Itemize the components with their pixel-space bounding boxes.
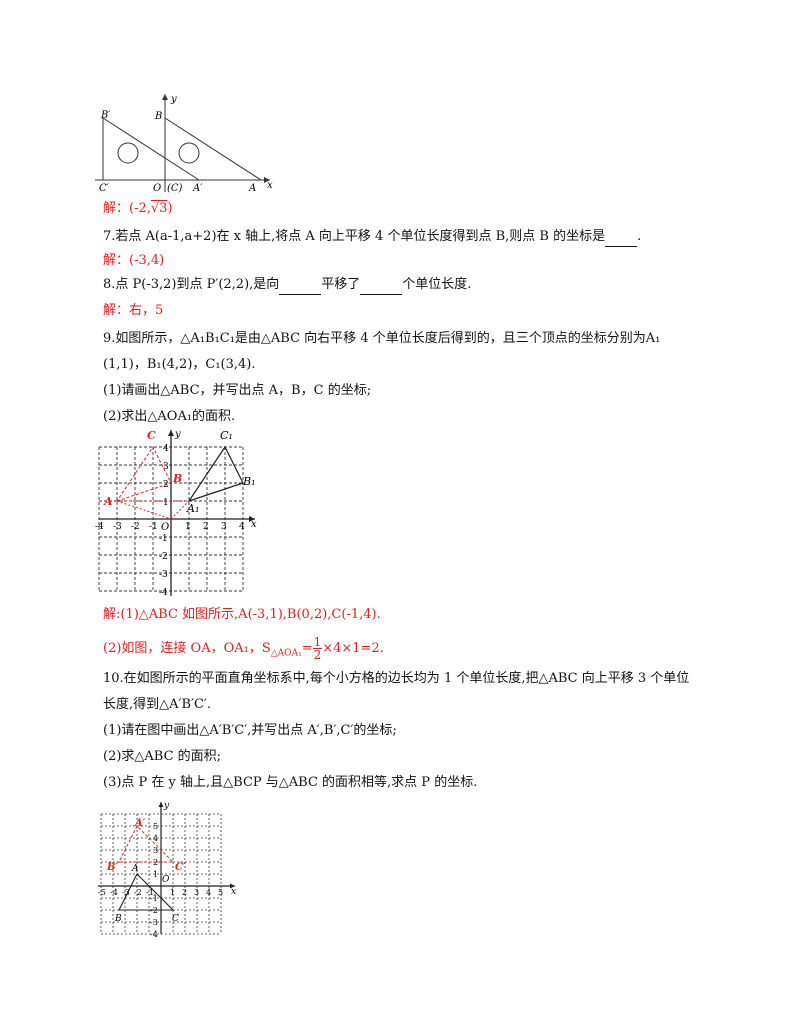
question-10-sub3: (3)点 P 在 y 轴上,且△BCP 与△ABC 的面积相等,求点 P 的坐标… [103, 775, 478, 790]
answer-9-line2: (2)如图，连接 OA，OA₁，S△AOA₁= 1 2 ×4×1=2. [103, 635, 384, 662]
y-tick-label: -3 [159, 570, 168, 580]
question-9-sub2: (2)求出△AOA₁的面积. [103, 409, 236, 424]
x-tick-label: 2 [203, 522, 209, 532]
question-8: 8.点 P(-3,2)到点 P′(2,2),是向 平移了 个单位长度. [103, 276, 471, 295]
question-9-line2: (1,1)，B₁(4,2)，C₁(3,4). [103, 357, 256, 372]
x-tick-label: -4 [110, 888, 118, 897]
label-b: B [172, 472, 182, 485]
label-a: A [103, 495, 113, 508]
y-tick-label: -4 [159, 588, 168, 598]
x-tick-label: -2 [134, 888, 142, 897]
y-tick-label: -2 [159, 552, 168, 562]
blank [279, 276, 322, 295]
x-tick-label: 3 [221, 522, 227, 532]
sqrt-value: √3 [150, 201, 168, 216]
coordinate-grid-9: C C₁ y B B₁ A A₁ O x -4 -3 -2 -1 1 2 3 4 4 3 2 1 -1… [95, 429, 257, 598]
answer-close: ) [167, 201, 173, 216]
answer-prefix: 解： [103, 201, 130, 216]
label-a-prime: A′ [192, 183, 203, 193]
label-c1: C₁ [220, 429, 233, 442]
y-tick-label: -1 [150, 894, 158, 903]
answer-6: 解：(-2,√3) [103, 200, 173, 218]
y-tick-label: 5 [153, 822, 158, 831]
label-c: C [172, 914, 179, 924]
x-tick-label: 1 [185, 522, 191, 532]
x-tick-label: -2 [131, 522, 140, 532]
question-9-sub1: (1)请画出△ABC，并写出点 A，B，C 的坐标; [103, 383, 372, 398]
label-c: (C) [167, 183, 183, 193]
label-o: O [162, 875, 170, 885]
label-x: x [251, 519, 257, 530]
question-10-line2: 长度,得到△A′B′C′. [103, 697, 212, 712]
label-c-prime: C′ [99, 183, 110, 193]
x-tick-label: -3 [122, 888, 130, 897]
question-7: 7.若点 A(a-1,a+2)在 x 轴上,将点 A 向上平移 4 个单位长度得… [103, 228, 641, 247]
x-tick-label: -3 [113, 522, 122, 532]
y-tick-label: -1 [159, 534, 168, 544]
label-o: O [161, 522, 169, 533]
y-tick-label: -4 [150, 930, 158, 938]
x-tick-label: 1 [170, 888, 175, 897]
label-c: C [147, 429, 156, 442]
label-a1: A₁ [186, 502, 199, 515]
label-y: y [170, 94, 177, 105]
answer-9-line1: 解:(1)△ABC 如图所示,A(-3,1),B(0,2),C(-1,4). [103, 607, 381, 622]
label-b-prime: B′ [100, 110, 111, 121]
y-tick-label: 3 [163, 462, 169, 472]
x-tick-label: 4 [206, 888, 211, 897]
label-a-prime: A′ [134, 818, 146, 829]
x-tick-label: -4 [95, 522, 104, 532]
blank [605, 228, 638, 247]
label-o: O [153, 183, 161, 193]
y-tick-label: 4 [163, 444, 169, 454]
x-tick-label: -5 [98, 888, 106, 897]
answer-7: 解：(-3,4) [103, 253, 165, 268]
y-tick-label: 2 [153, 858, 158, 867]
x-tick-label: -1 [149, 522, 158, 532]
y-tick-label: 2 [163, 480, 169, 490]
y-tick-label: 1 [163, 498, 169, 508]
label-b1: B₁ [242, 475, 256, 488]
answer-8: 解：右，5 [103, 303, 164, 318]
label-b: B [114, 914, 122, 924]
label-a: A [131, 864, 139, 874]
label-c-prime: C′ [175, 862, 186, 873]
coordinate-grid-10: y A′ B′ C′ A B C O x -5 -4 -3 -2 -1 1 2 3 4 5 543… [98, 801, 236, 938]
label-y: y [163, 801, 170, 811]
y-tick-label: 1 [153, 870, 158, 879]
y-tick-label: -3 [150, 918, 158, 927]
question-9-line1: 9.如图所示，△A₁B₁C₁是由△ABC 向右平移 4 个单位长度后得到的，且三… [103, 331, 661, 346]
y-tick-label: 4 [153, 834, 158, 843]
y-tick-label: -2 [150, 906, 158, 915]
x-tick-label: 3 [194, 888, 199, 897]
blank [360, 276, 403, 295]
x-tick-label: 4 [239, 522, 245, 532]
x-tick-label: 2 [182, 888, 187, 897]
x-tick-label: -1 [146, 888, 154, 897]
x-tick-label: 5 [218, 888, 223, 897]
answer-value: (-2, [129, 201, 151, 216]
label-b: B [154, 111, 162, 122]
label-x: x [267, 180, 273, 191]
label-a: A [248, 183, 256, 193]
y-tick-label: 3 [153, 846, 158, 855]
question-10-line1: 10.在如图所示的平面直角坐标系中,每个小方格的边长均为 1 个单位长度,把△A… [103, 671, 690, 686]
label-x: x [231, 887, 236, 897]
question-10-sub1: (1)请在图中画出△A′B′C′,并写出点 A′,B′,C′的坐标; [103, 723, 397, 738]
question-10-sub2: (2)求△ABC 的面积; [103, 749, 222, 764]
translation-figure-top: B′ B y C′ O (C) A′ A x [95, 94, 273, 193]
label-y: y [174, 429, 181, 440]
label-b-prime: B′ [106, 862, 118, 873]
